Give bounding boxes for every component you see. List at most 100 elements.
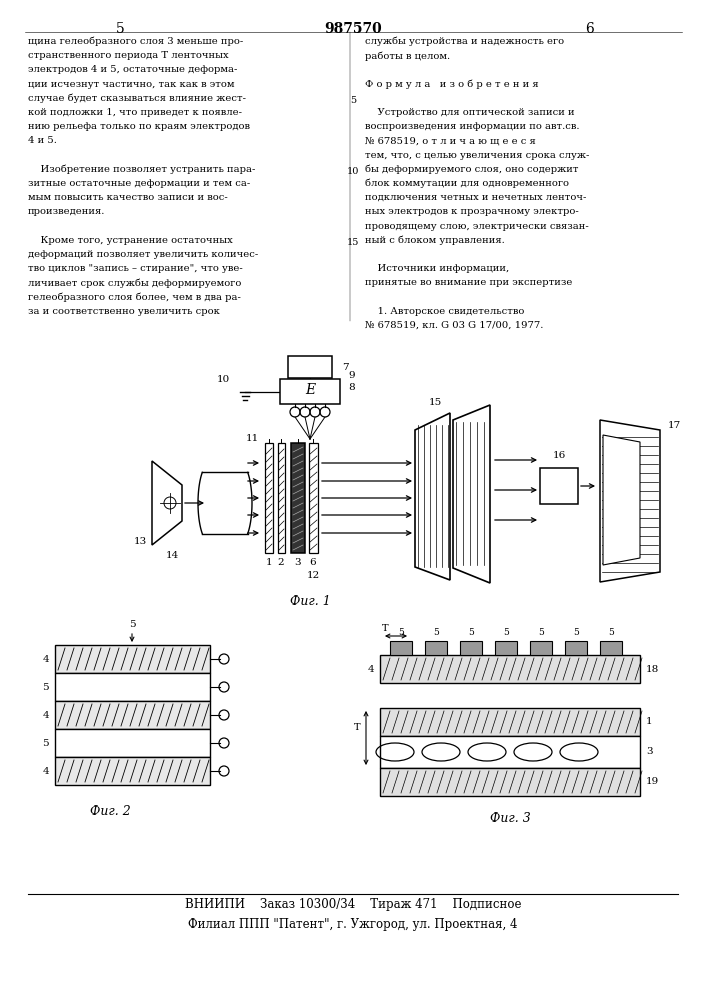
Text: ВНИИПИ    Заказ 10300/34    Тираж 471    Подписное: ВНИИПИ Заказ 10300/34 Тираж 471 Подписно… <box>185 898 521 911</box>
Text: бы деформируемого слоя, оно содержит: бы деформируемого слоя, оно содержит <box>365 165 578 174</box>
Text: 5: 5 <box>433 628 439 637</box>
Text: 1: 1 <box>646 718 653 726</box>
Text: 7: 7 <box>342 362 349 371</box>
Text: 4 и 5.: 4 и 5. <box>28 136 57 145</box>
Text: 5: 5 <box>350 96 356 105</box>
Text: 16: 16 <box>552 451 566 460</box>
Bar <box>530 641 552 655</box>
Text: 15: 15 <box>428 398 442 407</box>
Text: деформаций позволяет увеличить количес-: деформаций позволяет увеличить количес- <box>28 250 258 259</box>
Bar <box>280 379 340 404</box>
Bar <box>390 641 412 655</box>
Bar <box>55 673 210 701</box>
Bar <box>278 443 285 553</box>
Bar <box>288 356 332 378</box>
Bar <box>55 645 210 673</box>
Text: 5: 5 <box>468 628 474 637</box>
Text: блок коммутации для одновременного: блок коммутации для одновременного <box>365 179 569 188</box>
Text: случае будет сказываться влияние жест-: случае будет сказываться влияние жест- <box>28 94 246 103</box>
Text: № 678519, кл. G 03 G 17/00, 1977.: № 678519, кл. G 03 G 17/00, 1977. <box>365 321 544 330</box>
Text: 987570: 987570 <box>324 22 382 36</box>
Text: гелеобразного слоя более, чем в два ра-: гелеобразного слоя более, чем в два ра- <box>28 293 241 302</box>
Bar <box>565 641 587 655</box>
Text: щина гелеобразного слоя 3 меньше про-: щина гелеобразного слоя 3 меньше про- <box>28 37 243 46</box>
Text: зитные остаточные деформации и тем са-: зитные остаточные деформации и тем са- <box>28 179 250 188</box>
Bar <box>380 768 640 796</box>
Text: 1. Авторское свидетельство: 1. Авторское свидетельство <box>365 307 525 316</box>
Bar <box>291 443 305 553</box>
Bar <box>495 641 517 655</box>
Text: T: T <box>354 724 360 732</box>
Text: службы устройства и надежность его: службы устройства и надежность его <box>365 37 564 46</box>
Text: № 678519, о т л и ч а ю щ е е с я: № 678519, о т л и ч а ю щ е е с я <box>365 136 536 145</box>
Text: электродов 4 и 5, остаточные деформа-: электродов 4 и 5, остаточные деформа- <box>28 65 238 74</box>
Text: 11: 11 <box>245 434 259 443</box>
Text: 4: 4 <box>42 766 49 776</box>
Text: подключения четных и нечетных ленточ-: подключения четных и нечетных ленточ- <box>365 193 586 202</box>
Text: 12: 12 <box>306 571 320 580</box>
Text: проводящему слою, электрически связан-: проводящему слою, электрически связан- <box>365 222 589 231</box>
Bar <box>55 757 210 785</box>
Text: 10: 10 <box>347 167 359 176</box>
Text: 6: 6 <box>585 22 595 36</box>
Text: 5: 5 <box>503 628 509 637</box>
Text: 4: 4 <box>42 654 49 664</box>
Text: за и соответственно увеличить срок: за и соответственно увеличить срок <box>28 307 220 316</box>
Text: воспроизведения информации по авт.св.: воспроизведения информации по авт.св. <box>365 122 580 131</box>
Bar <box>55 729 210 757</box>
Text: 6: 6 <box>310 558 316 567</box>
Bar <box>600 641 622 655</box>
Text: 5: 5 <box>42 682 49 692</box>
Text: ных электродов к прозрачному электро-: ных электродов к прозрачному электро- <box>365 207 579 216</box>
Text: 1: 1 <box>266 558 272 567</box>
Text: ный с блоком управления.: ный с блоком управления. <box>365 236 505 245</box>
Text: Фиг. 2: Фиг. 2 <box>90 805 130 818</box>
Text: странственного периода T ленточных: странственного периода T ленточных <box>28 51 228 60</box>
Text: 5: 5 <box>116 22 124 36</box>
Text: 5: 5 <box>129 620 135 629</box>
Text: Филиал ППП "Патент", г. Ужгород, ул. Проектная, 4: Филиал ППП "Патент", г. Ужгород, ул. Про… <box>188 918 518 931</box>
Text: 17: 17 <box>668 420 682 430</box>
Text: 19: 19 <box>646 778 659 786</box>
Text: Ф о р м у л а   и з о б р е т е н и я: Ф о р м у л а и з о б р е т е н и я <box>365 80 539 89</box>
Bar <box>380 655 640 683</box>
Text: 18: 18 <box>646 664 659 674</box>
Text: произведения.: произведения. <box>28 207 105 216</box>
Text: T: T <box>382 624 389 633</box>
Bar <box>309 443 318 553</box>
Text: 3: 3 <box>646 748 653 756</box>
Text: Источники информации,: Источники информации, <box>365 264 509 273</box>
Text: Изобретение позволяет устранить пара-: Изобретение позволяет устранить пара- <box>28 165 255 174</box>
Bar <box>460 641 482 655</box>
Bar <box>265 443 273 553</box>
Text: 10: 10 <box>217 375 230 384</box>
Text: ции исчезнут частично, так как в этом: ции исчезнут частично, так как в этом <box>28 80 235 89</box>
Text: 15: 15 <box>347 238 359 247</box>
Text: 8: 8 <box>348 383 355 392</box>
Bar <box>380 708 640 736</box>
Bar <box>540 468 578 504</box>
Text: 4: 4 <box>368 664 374 674</box>
Text: тем, что, с целью увеличения срока служ-: тем, что, с целью увеличения срока служ- <box>365 151 590 160</box>
Text: 2: 2 <box>278 558 284 567</box>
Text: кой подложки 1, что приведет к появле-: кой подложки 1, что приведет к появле- <box>28 108 242 117</box>
Text: 5: 5 <box>608 628 614 637</box>
Text: Кроме того, устранение остаточных: Кроме того, устранение остаточных <box>28 236 233 245</box>
Text: 13: 13 <box>134 536 147 546</box>
Text: мым повысить качество записи и вос-: мым повысить качество записи и вос- <box>28 193 228 202</box>
Text: 9: 9 <box>348 371 355 380</box>
Text: E: E <box>305 383 315 397</box>
Text: Фиг. 1: Фиг. 1 <box>290 595 330 608</box>
Bar <box>55 701 210 729</box>
Text: Устройство для оптической записи и: Устройство для оптической записи и <box>365 108 575 117</box>
Text: работы в целом.: работы в целом. <box>365 51 450 61</box>
Text: Фиг. 3: Фиг. 3 <box>490 812 530 825</box>
Text: 5: 5 <box>538 628 544 637</box>
Text: нию рельефа только по краям электродов: нию рельефа только по краям электродов <box>28 122 250 131</box>
Text: 5: 5 <box>398 628 404 637</box>
Bar <box>380 736 640 768</box>
Bar <box>425 641 447 655</box>
Text: 5: 5 <box>573 628 579 637</box>
Text: принятые во внимание при экспертизе: принятые во внимание при экспертизе <box>365 278 573 287</box>
Polygon shape <box>603 435 640 565</box>
